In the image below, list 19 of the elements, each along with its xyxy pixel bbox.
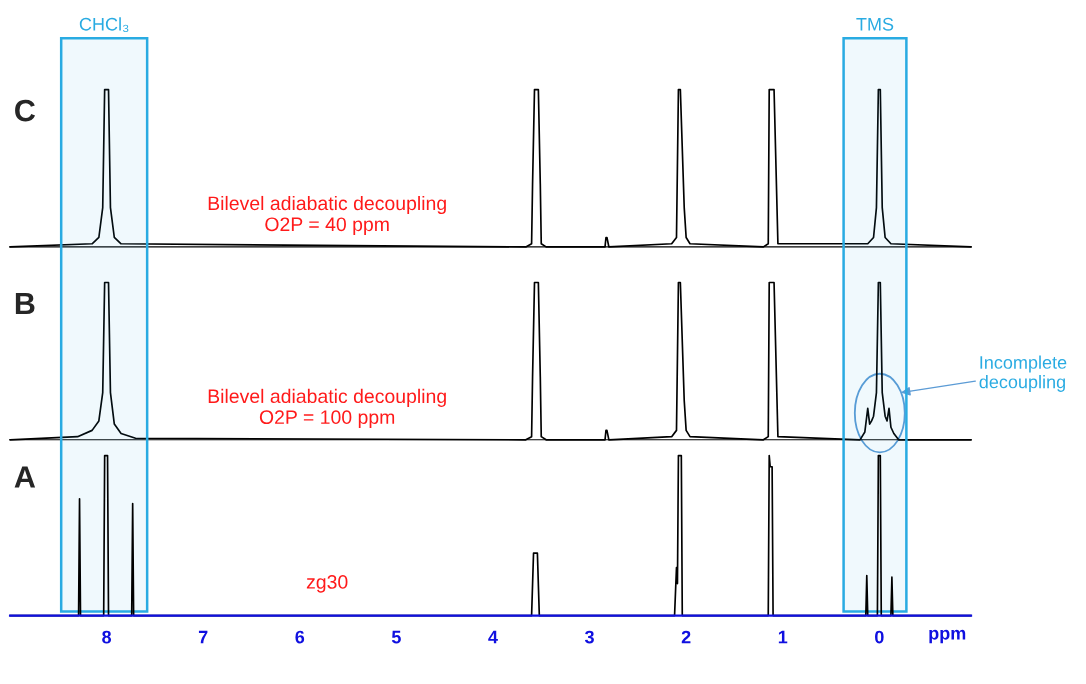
x-tick-label: 2 [681, 630, 691, 644]
text: Incomplete decoupling [979, 355, 1067, 392]
x-tick-label: 7 [198, 630, 208, 644]
annotation: zg30 [306, 575, 348, 593]
chart-title: A [14, 466, 36, 488]
x-tick-label: 5 [391, 630, 401, 644]
x-tick-label: 1 [778, 630, 788, 644]
x-axis-title: ppm [929, 629, 966, 644]
annotation: Bilevel adiabatic decoupling O2P = 40 ppm [208, 195, 446, 235]
band-label: CHCl₃ [79, 17, 129, 33]
x-tick-label: 3 [584, 630, 594, 644]
band-label: TMS [856, 17, 894, 31]
x-tick-label: 4 [488, 630, 498, 644]
chart-title: C [15, 99, 36, 122]
x-tick-label: 0 [875, 630, 884, 644]
x-tick-label: 6 [295, 630, 305, 644]
chart-title: B [15, 292, 35, 314]
x-tick-label: 8 [102, 630, 112, 644]
annotation: Bilevel adiabatic decoupling O2P = 100 ppm [208, 388, 446, 428]
